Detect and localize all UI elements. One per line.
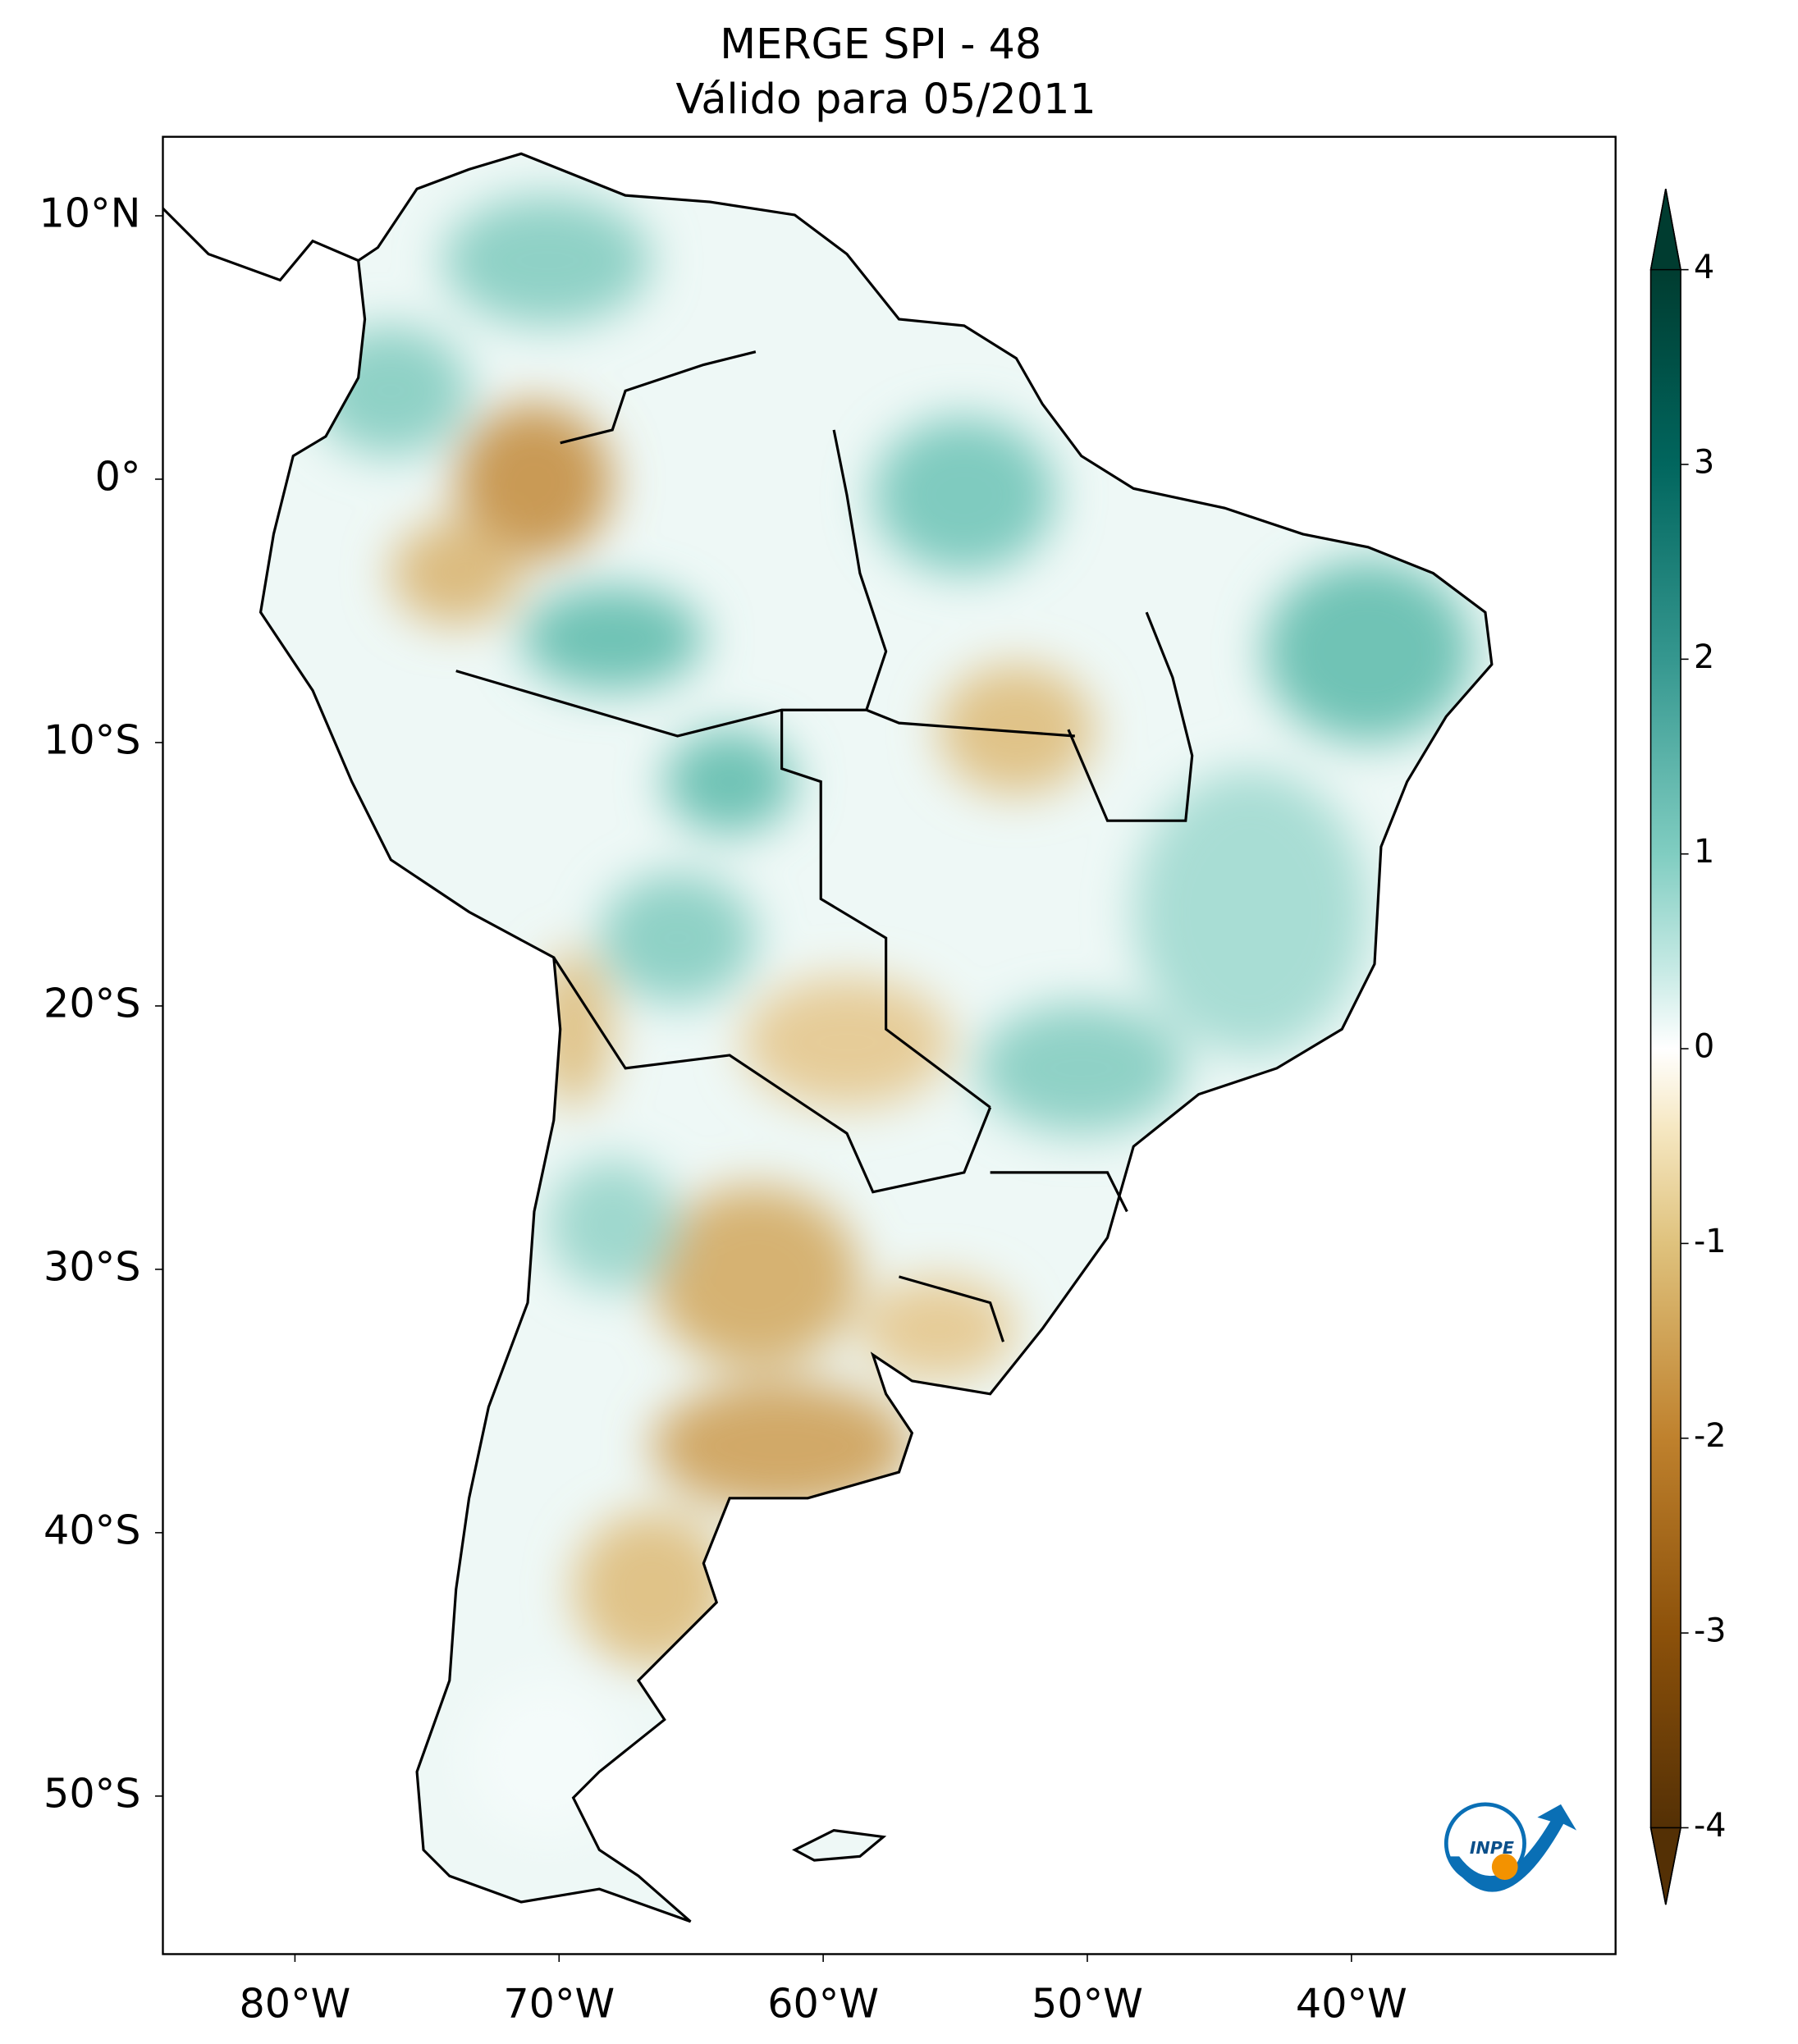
logo: INPE — [1443, 1802, 1577, 1892]
x-tick-label: 50°W — [1032, 1979, 1143, 2027]
colorbar-tick-label: 1 — [1694, 833, 1714, 871]
y-tick-label: 40°S — [43, 1506, 140, 1553]
colorbar-tick-label: -3 — [1694, 1612, 1727, 1650]
map-title: MERGE SPI - 48 — [720, 20, 1041, 68]
x-tick-label: 70°W — [503, 1979, 615, 2027]
y-tick-label: 10°S — [43, 716, 140, 763]
colorbar-tick-label: 0 — [1694, 1028, 1714, 1066]
colorbar-tick-label: 2 — [1694, 638, 1714, 676]
colorbar-tick-label: 3 — [1694, 443, 1714, 481]
logo-text: INPE — [1470, 1838, 1514, 1858]
y-tick-label: 10°N — [39, 189, 140, 236]
x-tick-label: 60°W — [767, 1979, 879, 2027]
colorbar-tick-label: 4 — [1694, 249, 1714, 286]
colorbar-tick-label: -4 — [1694, 1807, 1727, 1845]
y-tick-label: 30°S — [43, 1242, 140, 1290]
map-frame — [162, 135, 1617, 1955]
falklands — [792, 1828, 887, 1862]
x-tick-label: 40°W — [1296, 1979, 1407, 2027]
borders — [455, 350, 1194, 1342]
y-tick-label: 50°S — [43, 1769, 140, 1817]
y-tick-label: 0° — [95, 452, 141, 500]
colorbar-tick-label: -2 — [1694, 1417, 1727, 1455]
colorbar — [1650, 269, 1681, 1828]
x-tick-label: 80°W — [239, 1979, 350, 2027]
map-subtitle: Válido para 05/2011 — [676, 75, 1096, 123]
colorbar-tick-label: -1 — [1694, 1223, 1727, 1260]
y-tick-label: 20°S — [43, 979, 140, 1027]
